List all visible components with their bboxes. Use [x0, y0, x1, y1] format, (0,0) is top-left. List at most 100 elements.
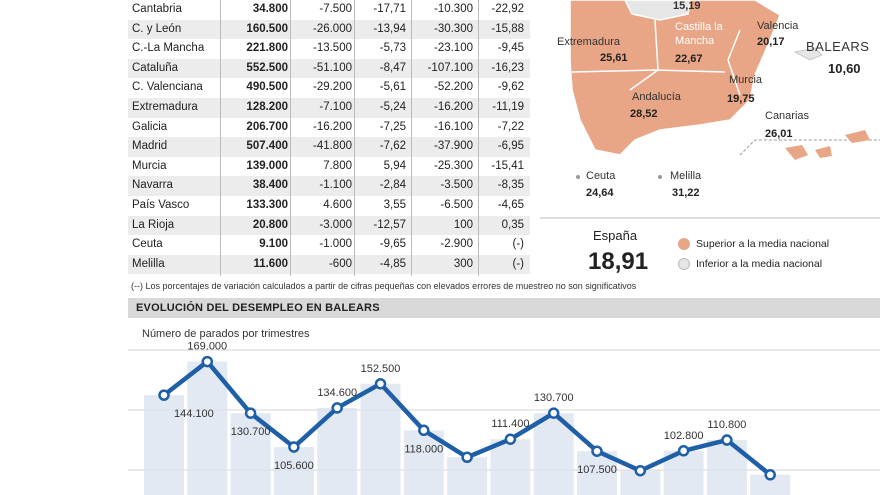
table-column-separator — [478, 0, 479, 276]
map-label-murcia: Murcia — [729, 74, 763, 86]
table-cell-v3: 100 — [453, 218, 473, 231]
table-cell-v2: -5,73 — [379, 42, 406, 55]
table-cell-parados: 552.500 — [246, 61, 288, 74]
map-label-castilla: Castilla la Mancha — [675, 21, 723, 47]
table-cell-region: La Rioja — [132, 218, 175, 231]
table-cell-v4: -15,88 — [491, 22, 524, 35]
table-cell-v2: -5,24 — [379, 101, 406, 113]
column-band — [273, 447, 314, 495]
table-row: Galicia 206.700 -16.200 -7,25 -16.100 -7,22 — [128, 118, 530, 138]
data-point — [374, 378, 387, 390]
table-row: C.-La Mancha 221.800 -13.500 -5,73 -23.100 -9… — [128, 39, 530, 59]
map-lowrate-north — [624, 0, 691, 21]
table-cell-v3: -25.300 — [433, 159, 473, 172]
table-cell-region: Cantabria — [132, 3, 182, 15]
table-cell-v4: -9,62 — [497, 81, 524, 94]
data-point — [461, 451, 473, 464]
table-column-separator — [220, 0, 221, 276]
map-value-balears: 10,60 — [828, 61, 861, 76]
espana-value: 18,91 — [588, 248, 649, 275]
table-cell-v1: -1.000 — [319, 238, 352, 251]
map-label-north-value: 15,19 — [673, 0, 701, 12]
data-label: 105.600 — [274, 460, 314, 472]
table-cell-v2: -4,85 — [379, 257, 406, 270]
table-cell-v1: -51.100 — [312, 61, 352, 74]
table-row: C. y León 160.500 -26.000 -13,94 -30.300 -15,… — [128, 19, 530, 40]
table-cell-v4: -11,19 — [492, 101, 524, 113]
table-row: Navarra 38.400 -1.100 -2,84 -3.500 -8,35 — [128, 176, 530, 196]
table-cell-v3: -37.900 — [433, 140, 473, 153]
data-label: 144.100 — [174, 408, 214, 420]
unemployment-line-chart: 144.100 169.000 130.700 105.600 134.600 152.5… — [128, 341, 880, 495]
table-row: Murcia 139.000 7.800 5,94 -25.300 -15,41 — [128, 157, 530, 177]
table-cell-parados: 160.500 — [246, 22, 288, 35]
table-cell-region: Galicia — [132, 120, 168, 133]
table-row: Extremadura 128.200 -7.100 -5,24 -16.200 -11,… — [128, 98, 530, 118]
map-label-canarias: Canarias — [765, 110, 810, 122]
table-footnote: (--) Los porcentajes de variación calcul… — [131, 281, 637, 291]
data-point — [547, 407, 560, 419]
table-cell-v2: 5,94 — [383, 159, 406, 172]
table-row: Madrid 507.400 -41.800 -7,62 -37.900 -6,95 — [128, 137, 530, 157]
column-band — [447, 457, 488, 495]
table-cell-v1: -3.000 — [319, 218, 352, 231]
table-cell-v3: -107.100 — [427, 61, 473, 74]
column-band — [187, 361, 228, 495]
column-band — [490, 439, 531, 495]
table-cell-v3: -30.300 — [433, 22, 473, 35]
legend-label-below: Inferior a la media nacional — [696, 258, 823, 270]
table-cell-parados: 221.800 — [246, 42, 288, 55]
data-point — [331, 402, 343, 414]
map-region-border-2 — [727, 29, 741, 96]
data-point — [201, 355, 214, 368]
table-row: País Vasco 133.300 4.600 3,55 -6.500 -4,65 — [128, 196, 530, 216]
table-cell-v4: -7,22 — [497, 120, 524, 133]
table-cell-v4: -22,92 — [491, 3, 524, 15]
table-cell-v3: -3.500 — [440, 179, 473, 192]
data-label: 111.400 — [491, 418, 529, 430]
column-band — [144, 395, 184, 495]
table-cell-v3: -6.500 — [440, 199, 473, 211]
table-cell-v1: 7.800 — [323, 159, 352, 172]
data-point — [721, 434, 733, 446]
column-band — [230, 413, 271, 495]
map-value-ceuta: 24,64 — [586, 187, 614, 199]
map-value-murcia: 19,75 — [727, 93, 755, 105]
map-label-extremadura: Extremadura — [557, 36, 620, 48]
map-label-melilla: Melilla — [670, 170, 702, 182]
table-cell-v3: 300 — [453, 257, 473, 270]
table-column-separator — [411, 0, 412, 276]
table-cell-region: C. Valenciana — [132, 81, 203, 94]
legend-label-above: Superior a la media nacional — [696, 238, 830, 250]
table-cell-region: Melilla — [132, 257, 165, 270]
data-point — [634, 464, 647, 477]
table-cell-v4: 0,35 — [501, 218, 524, 231]
table-cell-v2: -12,57 — [373, 218, 406, 231]
table-cell-parados: 206.700 — [246, 120, 288, 133]
table-cell-v3: -16.100 — [433, 120, 473, 133]
table-cell-v4: (-) — [512, 257, 525, 270]
data-label: 169.000 — [187, 341, 227, 353]
map-value-castilla: 22,67 — [675, 53, 703, 65]
map-label-valencia: Valencia — [757, 20, 799, 32]
data-label: 130.700 — [534, 392, 574, 404]
map-canarias-frame — [739, 139, 880, 156]
table-cell-v4: -16,23 — [491, 61, 524, 74]
table-cell-v2: -5,61 — [379, 81, 406, 94]
table-cell-region: País Vasco — [132, 199, 190, 211]
table-cell-v2: -13,94 — [373, 22, 406, 35]
map-label-ceuta: Ceuta — [586, 170, 616, 182]
legend-swatch-below — [678, 258, 690, 270]
table-cell-region: Navarra — [132, 179, 173, 192]
data-label: 134.600 — [317, 387, 357, 399]
table-cell-v2: 3,55 — [383, 199, 406, 211]
map-canarias-shape — [785, 130, 870, 160]
data-label: 102.800 — [664, 430, 704, 442]
legend-item-below: Inferior a la media nacional — [678, 254, 829, 274]
table-cell-v2: -7,62 — [379, 140, 406, 153]
section-title: EVOLUCIÓN DEL DESEMPLEO EN BALEARS — [128, 298, 880, 318]
table-cell-v1: -7.100 — [319, 101, 352, 113]
data-label: 152.500 — [361, 363, 401, 375]
table-cell-parados: 34.800 — [252, 3, 288, 15]
table-row: Cataluña 552.500 -51.100 -8,47 -107.100 -16,2… — [128, 58, 530, 79]
